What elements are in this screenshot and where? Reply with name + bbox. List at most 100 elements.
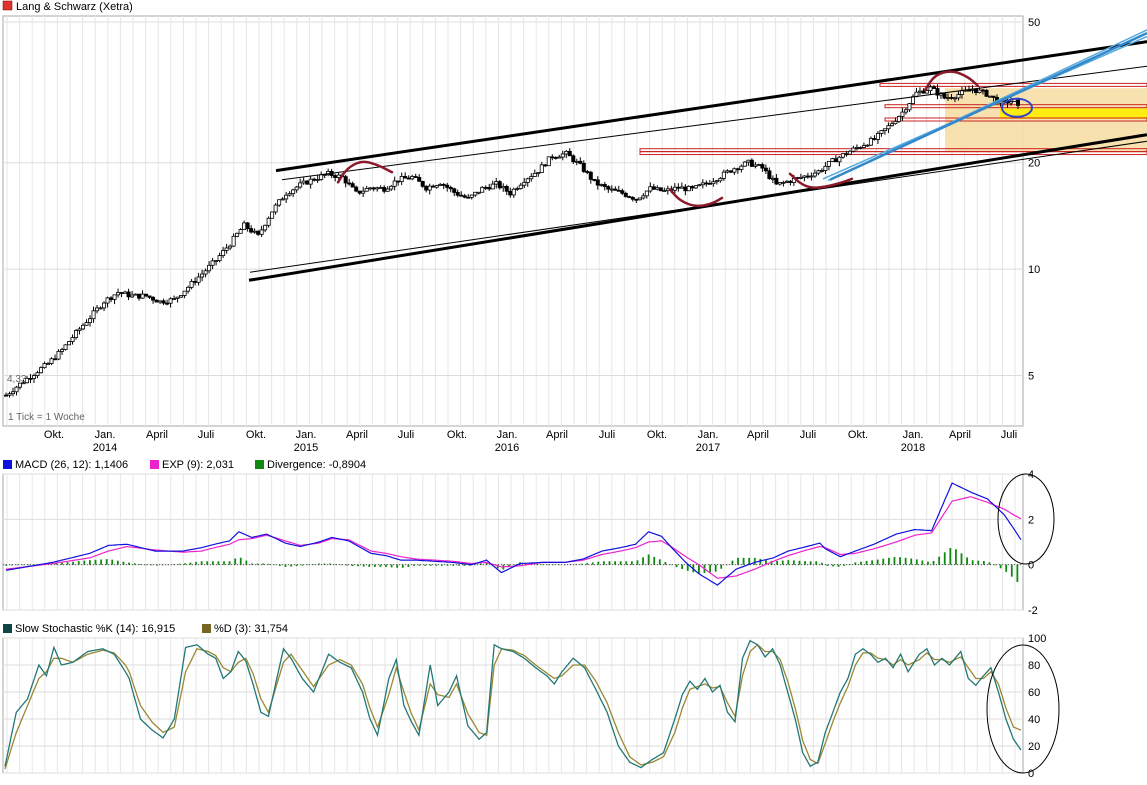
divergence-bar bbox=[256, 563, 259, 565]
price-trendlines bbox=[248, 29, 1147, 282]
divergence-bar bbox=[239, 557, 242, 565]
divergence-bar bbox=[765, 559, 767, 565]
candle-up bbox=[207, 264, 212, 272]
divergence-bar bbox=[876, 559, 879, 565]
stoch-k-legend-swatch bbox=[3, 624, 12, 633]
candle-down bbox=[763, 167, 768, 172]
divergence-bar bbox=[871, 560, 874, 565]
candle-up bbox=[217, 255, 222, 261]
divergence-bar bbox=[116, 560, 119, 565]
candle-down bbox=[431, 185, 436, 188]
x-month-label: Okt. bbox=[447, 429, 467, 441]
divergence-bar bbox=[558, 564, 561, 566]
stoch-plot-area bbox=[2, 637, 1024, 774]
candle-up bbox=[490, 183, 495, 190]
divergence-bar bbox=[597, 561, 600, 565]
h3 bbox=[884, 117, 1147, 122]
candle-up bbox=[917, 90, 922, 93]
candle-down bbox=[805, 175, 810, 178]
candle-down bbox=[553, 157, 558, 159]
candle-up bbox=[224, 247, 229, 251]
candle-up bbox=[263, 224, 268, 231]
divergence-bar bbox=[698, 564, 700, 574]
candle-up bbox=[21, 382, 26, 385]
price-legend-swatch bbox=[2, 0, 13, 11]
divergence-bar bbox=[899, 557, 901, 565]
divergence-bar bbox=[608, 561, 611, 565]
divergence-bar bbox=[580, 563, 583, 565]
divergence-bar bbox=[686, 564, 689, 571]
divergence-bar bbox=[653, 556, 656, 565]
candle-up bbox=[301, 180, 306, 184]
candle-down bbox=[581, 162, 586, 172]
candle-up bbox=[368, 187, 373, 190]
divergence-bar bbox=[16, 564, 19, 566]
divergence-bar bbox=[781, 560, 784, 565]
divergence-bar bbox=[178, 563, 181, 565]
ray3 bbox=[829, 32, 1147, 181]
macd-legend-label: MACD (26, 12): 1,1406 bbox=[15, 459, 128, 471]
divergence-bar bbox=[720, 564, 723, 569]
divergence-bar bbox=[189, 562, 192, 565]
candle-up bbox=[270, 211, 275, 219]
candle-up bbox=[410, 176, 415, 180]
candle-up bbox=[186, 286, 191, 292]
stoch-k-legend-label: Slow Stochastic %K (14): 16,915 bbox=[15, 623, 175, 635]
candle-up bbox=[742, 161, 747, 167]
candle-up bbox=[637, 197, 642, 201]
candle-down bbox=[193, 281, 198, 283]
candle-up bbox=[889, 123, 894, 127]
candle-down bbox=[567, 150, 572, 157]
divergence-bar bbox=[630, 561, 633, 565]
divergence-bar bbox=[128, 562, 130, 565]
candle-up bbox=[308, 178, 313, 185]
divergence-bar bbox=[670, 564, 672, 566]
candle-up bbox=[574, 160, 579, 163]
divergence-legend-swatch bbox=[255, 460, 264, 469]
candle-up bbox=[91, 310, 96, 320]
candle-down bbox=[616, 189, 621, 192]
candle-up bbox=[469, 194, 474, 198]
candle-up bbox=[662, 190, 667, 192]
candle-down bbox=[683, 186, 688, 192]
divergence-bar bbox=[273, 564, 276, 566]
candle-up bbox=[11, 391, 16, 395]
candle-up bbox=[189, 281, 194, 288]
candle-down bbox=[728, 170, 733, 173]
candle-up bbox=[599, 184, 604, 186]
candle-down bbox=[350, 183, 355, 188]
candle-up bbox=[882, 128, 887, 131]
candle-down bbox=[151, 296, 156, 301]
divergence-bar bbox=[910, 558, 913, 565]
divergence-bar bbox=[759, 558, 762, 565]
candle-up bbox=[252, 230, 257, 233]
candle-up bbox=[70, 337, 75, 342]
candle-up bbox=[977, 89, 982, 94]
candle-up bbox=[851, 147, 856, 152]
divergence-bar bbox=[742, 557, 745, 565]
divergence-bar bbox=[737, 557, 739, 565]
candle-up bbox=[739, 165, 744, 170]
candle-down bbox=[417, 176, 422, 182]
divergence-bar bbox=[217, 561, 220, 565]
candle-up bbox=[88, 318, 93, 324]
candle-up bbox=[375, 187, 380, 190]
price-gridlines bbox=[3, 16, 1023, 426]
price-low-label: 4,33 bbox=[7, 374, 27, 385]
candle-down bbox=[760, 164, 765, 169]
candle-up bbox=[725, 170, 730, 173]
divergence-bar bbox=[139, 563, 142, 565]
candle-up bbox=[221, 249, 226, 257]
x-year-label: 2016 bbox=[495, 442, 519, 454]
candle-up bbox=[812, 172, 817, 177]
divergence-bar bbox=[1010, 564, 1013, 577]
candle-up bbox=[133, 293, 138, 296]
trendline-upper bbox=[275, 40, 1147, 173]
candle-up bbox=[826, 160, 831, 167]
divergence-bar bbox=[658, 559, 661, 565]
divergence-bar bbox=[709, 564, 711, 573]
candle-up bbox=[809, 175, 814, 178]
divergence-bar bbox=[390, 564, 393, 568]
divergence-bar bbox=[932, 560, 935, 565]
candle-up bbox=[777, 182, 782, 185]
